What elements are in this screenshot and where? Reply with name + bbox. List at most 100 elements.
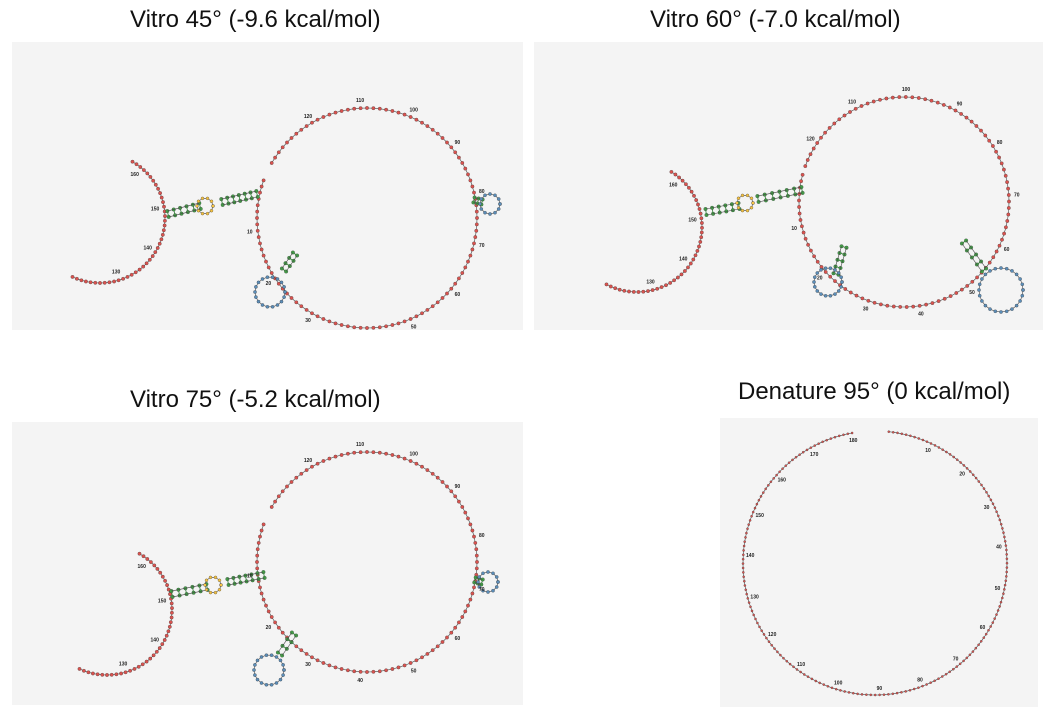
open-ring-base [971, 650, 975, 653]
large-loop-base [991, 144, 995, 148]
large-loop-base [294, 131, 299, 136]
open-ring-tick-label: 180 [849, 438, 858, 444]
open-ring-base [753, 506, 757, 510]
large-loop-base [420, 120, 424, 125]
open-ring-base [941, 448, 944, 451]
large-loop-base [321, 661, 326, 665]
open-ring-base [997, 514, 1000, 518]
open-ring-base [962, 659, 965, 663]
open-ring-base [878, 693, 881, 697]
open-ring-base [959, 461, 962, 464]
hairpin-loop-1-base [256, 280, 261, 285]
large-loop-tick-label: 90 [455, 140, 461, 146]
internal-loop-base [213, 575, 218, 580]
hairpin-loop-0-base [839, 275, 843, 279]
open-ring-base [917, 437, 921, 440]
left-loop-base [170, 610, 174, 615]
large-loop-base [371, 450, 376, 455]
large-loop-base [983, 133, 988, 138]
hairpin-loop-1-base [269, 653, 274, 657]
hairpin-loop-0-base [478, 202, 482, 206]
panel-title-95: Denature 95° (0 kcal/mol) [738, 378, 1011, 405]
large-loop-base [823, 130, 827, 135]
hairpin-loop-0-base [491, 571, 495, 576]
stem-right-base [800, 190, 805, 195]
large-loop-base [474, 222, 479, 227]
hairpin-loop-0-base [493, 210, 497, 215]
open-ring-base [794, 455, 798, 459]
left-loop-base [699, 216, 704, 221]
large-loop-base [460, 161, 465, 165]
large-loop-tick-label: 50 [411, 668, 417, 674]
hairpin-stem-1-base [294, 633, 299, 638]
open-ring-base [1005, 570, 1008, 574]
large-loop-base [871, 99, 876, 104]
large-loop-base [430, 127, 435, 132]
open-ring-base [809, 446, 813, 449]
large-loop-base [371, 669, 376, 674]
open-ring-base [818, 681, 821, 685]
large-loop-base [408, 317, 413, 321]
large-loop-base [269, 505, 274, 509]
left-loop-base [145, 171, 150, 176]
open-ring-base [850, 431, 854, 435]
hairpin-loop-1-base [1020, 293, 1025, 298]
large-loop-base [1002, 231, 1006, 236]
left-loop-base [622, 288, 627, 293]
open-ring-tick-label: 60 [980, 625, 986, 631]
large-loop-base [808, 152, 813, 157]
large-loop-base [339, 453, 344, 457]
internal-loop-base [209, 199, 214, 203]
left-loop-tick-label: 150 [158, 598, 167, 604]
left-loop-base [82, 668, 86, 673]
hairpin-loop-1-base [988, 269, 992, 273]
large-loop-base [333, 665, 338, 670]
large-loop-base [327, 456, 332, 461]
large-loop-base [352, 669, 357, 674]
hairpin-loop-1-base [255, 677, 260, 682]
open-ring-base [909, 434, 912, 438]
large-loop-tick-label: 20 [817, 275, 823, 281]
left-loop-base [148, 656, 153, 661]
left-loop-base [152, 563, 157, 568]
large-loop-base [258, 241, 262, 246]
open-ring-base [799, 670, 802, 674]
large-loop-base [396, 665, 401, 670]
left-loop-base [169, 615, 174, 620]
large-loop-base [255, 228, 260, 233]
large-loop-base [837, 117, 842, 122]
left-loop-base [700, 221, 704, 225]
large-loop-base [897, 95, 902, 99]
stem-right-strand [221, 190, 257, 200]
hairpin-loop-1-base [988, 307, 992, 311]
hairpin-loop-1-base [265, 305, 270, 309]
large-loop-base [315, 658, 320, 663]
large-loop-base [339, 109, 344, 113]
hairpin-loop-0-base [828, 294, 833, 298]
large-loop-base [414, 461, 419, 466]
large-loop-base [1006, 212, 1011, 217]
large-loop-base [842, 113, 847, 118]
left-loop-backbone [72, 161, 166, 284]
large-loop-base [435, 131, 440, 136]
hairpin-loop-0-base [836, 289, 841, 293]
hairpin-loop-0-base [828, 266, 833, 270]
open-ring-base [921, 684, 924, 688]
open-ring-base [998, 518, 1002, 522]
open-ring-base [778, 470, 781, 474]
hairpin-loop-0-base [812, 280, 816, 284]
rna-structure-75: 10 20 30 40 50 60 70 80 90 100 110 120 130 140 150 160 [77, 442, 500, 687]
left-loop-base [145, 557, 150, 561]
large-loop-base [936, 299, 941, 303]
large-loop-base [1005, 219, 1010, 223]
open-ring-base [775, 473, 778, 477]
open-ring-base [762, 491, 765, 494]
open-ring-tick-label: 110 [797, 662, 805, 668]
hairpin-stem-1-strand [277, 632, 293, 653]
open-ring-base [955, 665, 959, 668]
open-ring-base [1003, 540, 1007, 543]
large-loop-base [463, 265, 468, 270]
open-ring-base [750, 609, 754, 613]
large-loop-base [273, 155, 277, 160]
large-loop-base [402, 112, 407, 117]
